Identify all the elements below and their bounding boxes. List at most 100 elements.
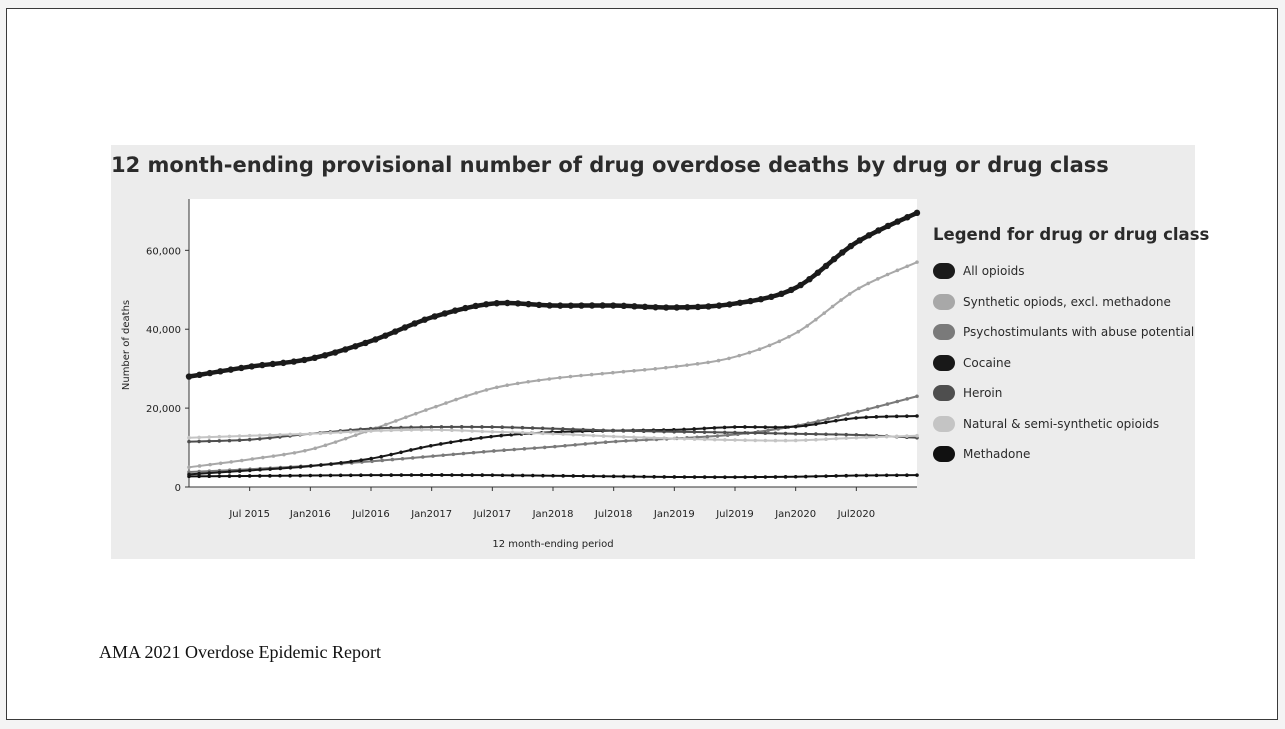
series-point-5 — [591, 433, 596, 438]
series-point-6 — [834, 474, 838, 478]
series-point-1 — [822, 311, 827, 315]
series-point-0 — [875, 227, 882, 234]
chart-legend: Legend for drug or drug class All opioid… — [933, 225, 1209, 470]
series-point-6 — [227, 474, 232, 478]
series-point-6 — [561, 474, 565, 478]
series-point-2 — [885, 402, 890, 406]
series-point-4 — [844, 432, 849, 437]
x-tick-label: Jul2018 — [594, 509, 633, 520]
series-point-5 — [894, 434, 899, 439]
series-point-5 — [207, 435, 212, 439]
series-point-1 — [536, 378, 541, 383]
series-point-3 — [428, 443, 433, 448]
series-point-1 — [830, 304, 835, 309]
series-point-0 — [806, 275, 813, 283]
series-point-2 — [532, 446, 537, 450]
series-point-3 — [824, 420, 828, 425]
series-point-6 — [197, 474, 201, 479]
series-point-6 — [682, 475, 687, 479]
series-point-2 — [471, 450, 476, 455]
series-point-4 — [783, 431, 788, 436]
series-point-1 — [866, 281, 871, 286]
series-point-0 — [830, 255, 838, 263]
series-point-0 — [352, 343, 359, 350]
series-point-0 — [546, 302, 553, 309]
series-point-4 — [702, 430, 707, 434]
series-point-5 — [874, 435, 879, 439]
series-point-3 — [783, 425, 788, 429]
series-point-2 — [502, 448, 506, 453]
series-point-1 — [494, 385, 499, 390]
series-point-3 — [207, 471, 212, 475]
series-point-1 — [343, 436, 348, 441]
series-point-2 — [563, 443, 567, 448]
series-point-0 — [382, 332, 389, 339]
series-point-3 — [763, 425, 768, 430]
legend-item: Natural & semi-synthetic opioids — [933, 409, 1195, 440]
legend-swatch — [933, 446, 955, 463]
series-point-3 — [197, 471, 201, 476]
series-point-1 — [767, 343, 772, 348]
series-point-6 — [571, 474, 576, 478]
y-tick-label: 40,000 — [146, 325, 181, 336]
series-point-2 — [410, 456, 415, 460]
series-point-1 — [187, 465, 191, 470]
x-tick-label: Jan2019 — [653, 509, 695, 520]
series-point-1 — [505, 383, 509, 387]
series-point-0 — [301, 356, 308, 364]
series-point-1 — [323, 443, 328, 448]
series-point-4 — [207, 439, 212, 443]
series-point-5 — [712, 437, 717, 442]
series-point-6 — [632, 474, 636, 479]
series-point-4 — [187, 439, 191, 444]
series-point-4 — [763, 431, 768, 435]
series-point-2 — [705, 434, 710, 439]
series-point-5 — [601, 434, 606, 438]
series-point-4 — [591, 428, 596, 432]
series-point-5 — [723, 438, 727, 442]
series-point-4 — [753, 431, 757, 435]
series-point-5 — [409, 428, 414, 432]
series-point-5 — [551, 431, 555, 436]
y-tick-label: 60,000 — [146, 246, 181, 257]
series-point-5 — [450, 428, 454, 433]
x-tick-label: Jul2016 — [351, 509, 390, 520]
series-point-1 — [653, 367, 658, 371]
series-point-1 — [526, 379, 531, 384]
series-point-3 — [499, 433, 503, 438]
series-point-5 — [237, 434, 242, 438]
series-point-4 — [268, 436, 272, 440]
series-point-1 — [229, 460, 234, 464]
series-point-3 — [884, 414, 889, 419]
series-point-6 — [783, 475, 788, 479]
series-point-0 — [391, 328, 399, 335]
series-point-4 — [611, 428, 616, 433]
series-point-1 — [876, 277, 880, 281]
series-point-3 — [258, 467, 262, 472]
series-point-2 — [542, 445, 547, 450]
x-tick-label: Jan2018 — [532, 509, 574, 520]
series-point-0 — [567, 302, 575, 309]
series-point-2 — [634, 438, 638, 443]
series-point-2 — [613, 439, 618, 444]
series-point-5 — [379, 428, 383, 433]
series-point-0 — [196, 371, 203, 379]
series-point-5 — [318, 431, 323, 436]
series-point-5 — [824, 437, 828, 442]
series-point-0 — [768, 293, 775, 301]
series-point-1 — [394, 419, 398, 423]
series-point-3 — [339, 461, 343, 465]
series-point-3 — [227, 469, 232, 474]
series-point-4 — [793, 431, 798, 436]
series-point-3 — [389, 452, 393, 457]
series-point-2 — [895, 399, 900, 404]
plot-area — [189, 199, 917, 487]
series-point-6 — [268, 474, 272, 478]
series-point-1 — [847, 292, 852, 296]
series-point-6 — [642, 474, 646, 479]
series-point-0 — [514, 300, 522, 307]
series-point-4 — [247, 437, 252, 442]
series-point-1 — [642, 368, 647, 372]
series-point-6 — [864, 473, 869, 478]
series-point-0 — [715, 302, 723, 309]
